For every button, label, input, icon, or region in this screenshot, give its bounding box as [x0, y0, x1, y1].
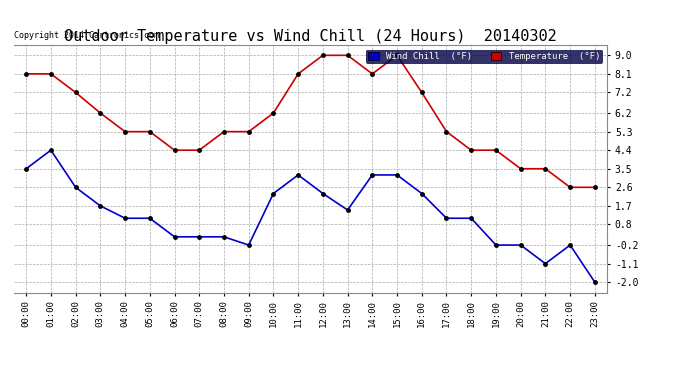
- Legend: Wind Chill  (°F), Temperature  (°F): Wind Chill (°F), Temperature (°F): [366, 50, 602, 64]
- Text: Copyright 2014 Cartronics.com: Copyright 2014 Cartronics.com: [14, 31, 159, 40]
- Title: Outdoor Temperature vs Wind Chill (24 Hours)  20140302: Outdoor Temperature vs Wind Chill (24 Ho…: [64, 29, 557, 44]
